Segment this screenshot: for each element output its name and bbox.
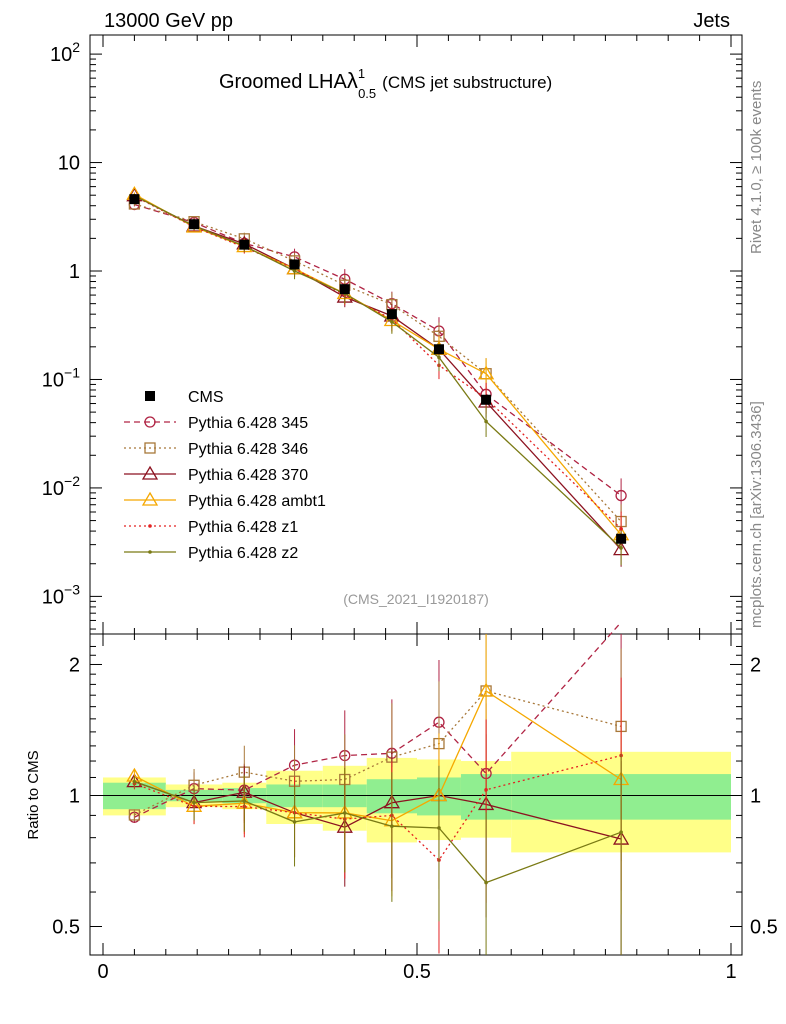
- series-5-ratio-point-3: [292, 820, 297, 824]
- ratio-ytick-label-right: 0.5: [750, 916, 778, 938]
- series-5-point-6: [437, 355, 441, 360]
- ratio-ytick-label-right: 1: [750, 785, 761, 807]
- series-1-ratio-point-0: [128, 809, 141, 821]
- legend: CMS Pythia 6.428 345 Pythia 6.428 346 Pythi…: [124, 389, 326, 562]
- x-tick-label: 0: [97, 961, 108, 983]
- series-4-line: [134, 195, 622, 530]
- legend-marker-1: [144, 416, 156, 428]
- series-5-ratio-point-0: [132, 779, 137, 784]
- legend-label-4: Pythia 6.428 ambt1: [188, 493, 326, 510]
- cms-point-6: [433, 344, 444, 355]
- series-4-point-8: [619, 526, 623, 531]
- series-0-point-8: [615, 489, 627, 502]
- series-4-ratio-point-7: [484, 787, 488, 792]
- legend-marker-4: [141, 491, 159, 506]
- ratio-ytick-label-left: 1: [69, 785, 80, 807]
- analysis-id: (CMS_2021_I1920187): [343, 591, 489, 607]
- legend-label-2: Pythia 6.428 346: [188, 441, 308, 458]
- axis-ticks: 0 0.5 1 102 10 1 10−1 10−2 10−3 0.5 0.5 1 1 2 2: [42, 35, 778, 983]
- x-tick-label: 1: [725, 961, 736, 983]
- ratio-ytick-label-left: 2: [69, 654, 80, 676]
- ratio-panel-series: [126, 621, 630, 955]
- main-ytick-label: 10−1: [42, 364, 80, 391]
- cms-point-2: [239, 239, 250, 250]
- series-5-point-8: [619, 546, 623, 550]
- legend-marker-6: [148, 550, 152, 554]
- cms-point-1: [189, 219, 200, 230]
- series-5-ratio-point-5: [390, 824, 394, 829]
- legend-marker-3: [141, 465, 159, 480]
- series-5-ratio-point-4: [342, 811, 347, 815]
- cms-point-4: [339, 284, 350, 295]
- series-5-point-3: [292, 269, 297, 273]
- legend-marker-2: [144, 442, 156, 454]
- main-panel-series: [126, 185, 630, 567]
- source-label: mcplots.cern.ch [arXiv:1306.3436]: [748, 401, 765, 628]
- series-5-ratio-point-7: [484, 880, 488, 885]
- legend-marker-0: [145, 391, 155, 401]
- cms-point-8: [616, 533, 627, 544]
- series-5-ratio-point-1: [192, 800, 196, 805]
- legend-label-1: Pythia 6.428 345: [188, 415, 308, 432]
- cms-point-3: [289, 259, 300, 270]
- category-label: Jets: [693, 10, 730, 32]
- legend-label-3: Pythia 6.428 370: [188, 467, 308, 484]
- series-5-point-7: [484, 419, 488, 424]
- series-5-ratio-point-8: [619, 830, 623, 834]
- series-3-ratio-point-7: [477, 682, 495, 697]
- plot-frames: [89, 34, 743, 956]
- x-tick-label: 0.5: [403, 961, 431, 983]
- ratio-ytick-label-right: 2: [750, 654, 761, 676]
- main-ytick-label: 1: [69, 261, 80, 283]
- cms-point-7: [481, 394, 492, 405]
- main-ytick-label: 10−3: [42, 581, 80, 608]
- plot-title: Groomed LHAλ1 0.5(CMS jet substructure): [219, 66, 552, 101]
- cms-point-5: [386, 309, 397, 320]
- ratio-frame: [89, 633, 743, 956]
- main-ytick-label: 10: [58, 153, 80, 175]
- main-ytick-label: 102: [50, 39, 80, 66]
- legend-label-0: CMS: [188, 389, 224, 406]
- series-5-point-5: [390, 320, 394, 324]
- series-3-point-7: [477, 365, 495, 380]
- legend-marker-5: [148, 524, 152, 528]
- cms-point-0: [129, 194, 140, 205]
- main-ytick-label: 10−2: [42, 473, 80, 500]
- legend-label-6: Pythia 6.428 z2: [188, 545, 298, 562]
- ratio-y-label: Ratio to CMS: [25, 750, 42, 839]
- energy-label: 13000 GeV pp: [104, 10, 233, 32]
- rivet-version-label: Rivet 4.1.0, ≥ 100k events: [748, 81, 765, 254]
- series-5-ratio-point-6: [437, 826, 441, 830]
- ratio-ytick-label-left: 0.5: [52, 916, 80, 938]
- series-5-ratio-point-2: [242, 799, 247, 803]
- legend-label-5: Pythia 6.428 z1: [188, 519, 298, 536]
